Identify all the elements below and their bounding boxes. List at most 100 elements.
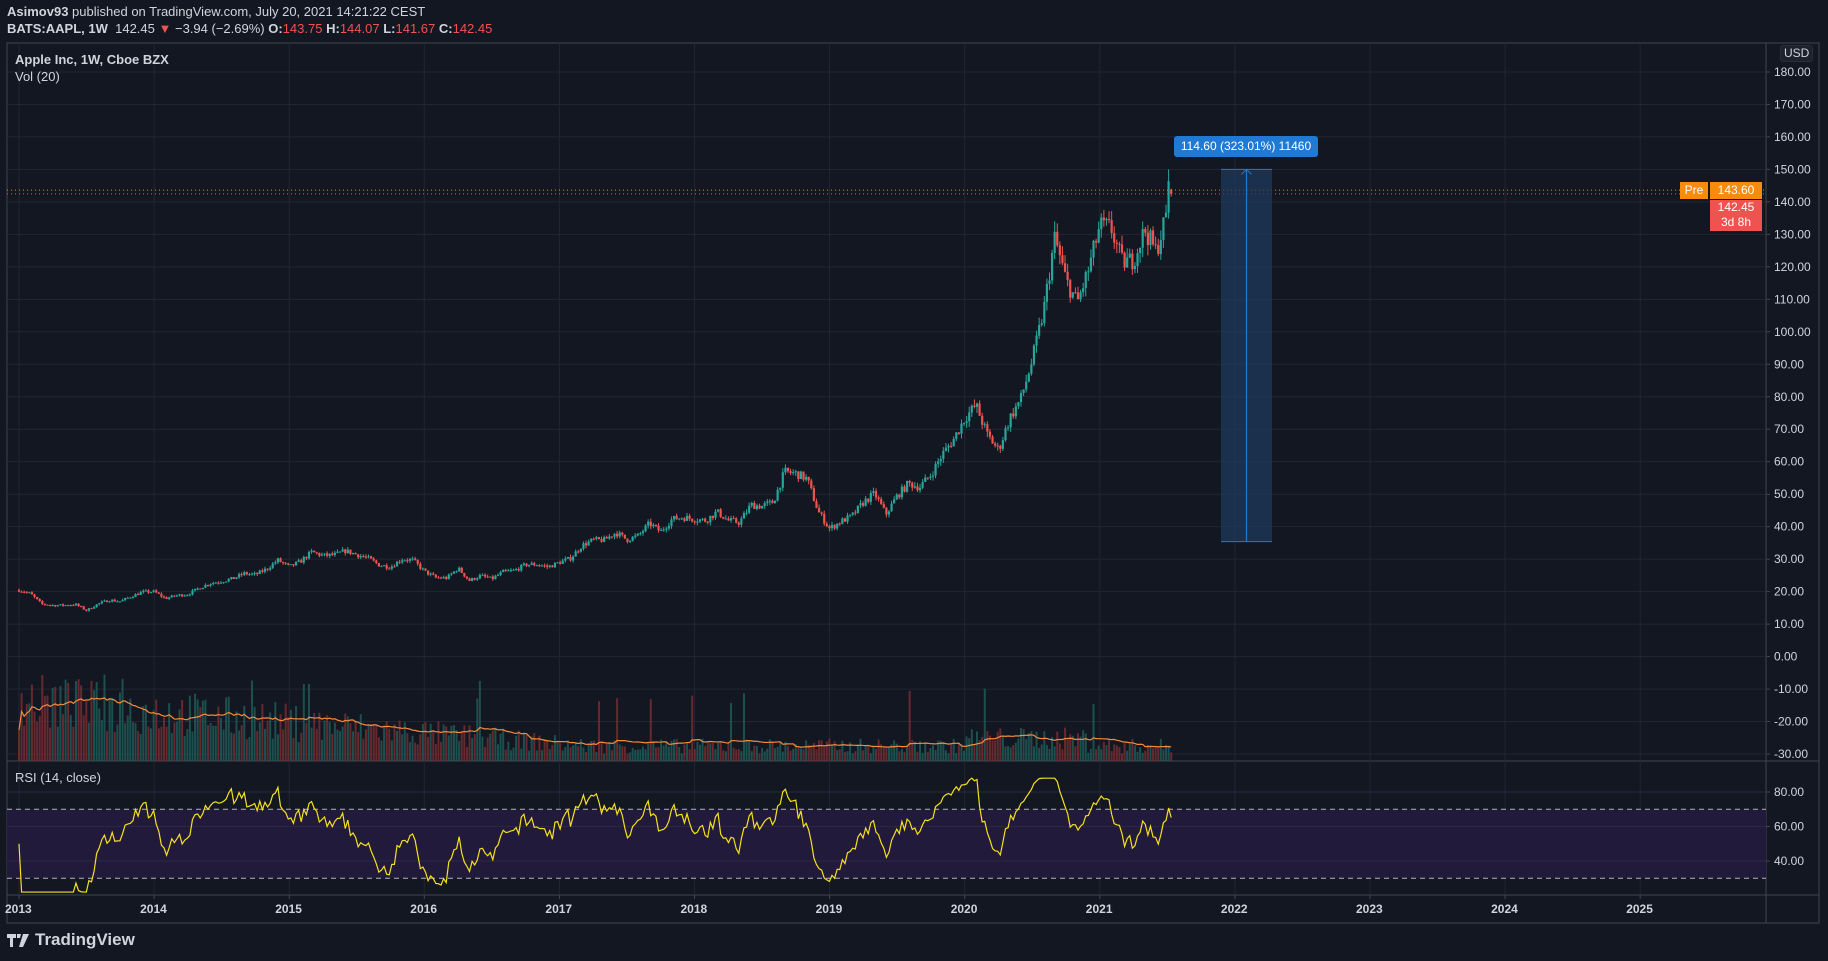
candle-body [815,501,818,508]
rsi-legend[interactable]: RSI (14, close) [15,770,101,785]
volume-bar [144,704,147,761]
volume-bar [344,713,347,761]
candle-body [274,562,277,564]
volume-bar [225,697,228,761]
candle-body [1004,428,1007,441]
volume-bar [69,714,72,761]
volume-bar [315,728,318,761]
volume-bar [170,733,173,761]
price-tick-label: 110.00 [1774,292,1810,306]
volume-bar [1131,738,1134,761]
candle-body [805,476,808,480]
candle-body [525,563,528,567]
last-price-value: 142.45 [1717,200,1755,214]
volume-bar [209,723,212,761]
volume-bar [750,751,753,761]
volume-bar [872,746,875,761]
candle-body [924,477,927,482]
volume-bar [1146,744,1149,761]
candle-body [1113,233,1116,243]
volume-bar [318,712,321,761]
candle-body [408,559,412,561]
volume-legend[interactable]: Vol (20) [15,69,60,84]
candle-body [300,560,303,563]
candle-body [458,567,461,572]
volume-bar [748,740,751,761]
candle-body [256,573,259,575]
price-tick-label: 150.00 [1774,162,1811,176]
candle-body [657,525,660,531]
volume-bar [745,739,748,761]
volume-bar [442,724,445,761]
volume-bar [569,747,572,761]
main-series-legend[interactable]: Apple Inc, 1W, Cboe BZX [15,52,169,67]
volume-bar [1149,745,1152,761]
candle-body [504,569,507,571]
candle-body [926,477,929,479]
candle-body [1050,252,1054,281]
volume-ma-line [18,697,1172,748]
volume-bar [991,740,994,761]
candle-body [605,537,608,539]
candle-body [1159,240,1162,254]
last-price: 142.45 [115,21,155,36]
volume-bar [846,751,849,761]
volume-bar [944,750,947,761]
candle-body [403,560,406,562]
volume-bar [313,713,316,761]
candle-body [328,553,331,556]
candle-body [711,515,715,518]
volume-bar [471,738,474,761]
open-label: O: [268,21,283,36]
candle-body [1151,230,1155,245]
candle-body [471,578,474,581]
volume-bar [245,739,248,761]
volume-bar [1074,746,1077,761]
time-tick-label: 2021 [1086,902,1113,916]
volume-bar [952,738,955,761]
volume-bar [258,722,261,761]
candle-body [843,518,847,522]
volume-bar [1092,704,1095,761]
tradingview-logo[interactable]: TradingView [7,930,135,950]
candle-body [647,521,650,526]
candle-body [354,553,357,555]
volume-bar [458,741,461,761]
volume-bar [1108,739,1111,761]
volume-bar [561,750,564,761]
currency-label[interactable]: USD [1780,45,1814,62]
candle-body [95,604,98,608]
candle-body [799,471,803,480]
volume-bar [108,697,111,761]
volume-bar [401,734,404,761]
volume-bar [673,739,676,761]
publish-info: Asimov93 published on TradingView.com, J… [7,4,425,19]
candle-body [1025,381,1028,390]
candle-body [867,498,870,502]
author-name[interactable]: Asimov93 [7,4,69,19]
candle-body [69,605,72,607]
candle-body [973,405,976,407]
candle-body [905,481,909,492]
chart-frame [6,42,1820,924]
candle-body [960,423,963,434]
candle-body [1154,244,1157,246]
volume-bar [468,725,471,761]
candle-body [349,549,352,554]
candle-body [685,515,689,521]
candle-body [245,572,248,575]
candle-body [248,574,251,576]
volume-bar [535,750,538,761]
volume-bar [807,744,810,761]
candle-body [691,518,694,522]
volume-bar [978,740,981,761]
candle-body [957,432,960,434]
volume-bar [271,738,274,761]
candle-body [266,568,269,570]
candle-body [287,563,290,565]
volume-bar [1139,747,1142,761]
volume-bar [986,731,989,761]
candle-body [181,594,184,597]
volume-bar [447,735,450,761]
